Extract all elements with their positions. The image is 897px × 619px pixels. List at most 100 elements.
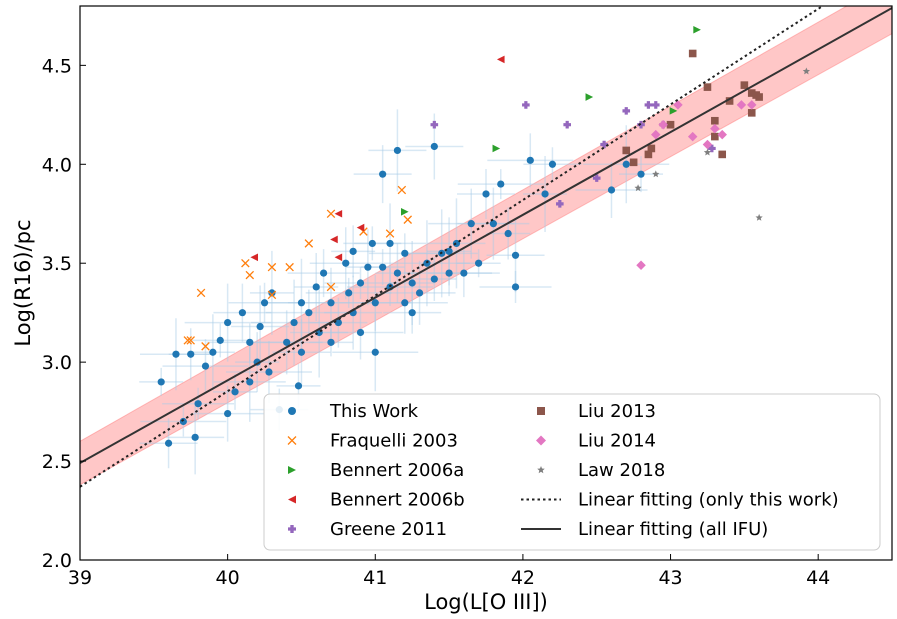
data-point xyxy=(522,101,530,109)
legend: This Work Fraquelli 2003 Bennert 2006a Benn… xyxy=(263,393,881,551)
data-point xyxy=(489,220,497,228)
y-tick-label: 4.0 xyxy=(42,154,72,176)
x-tick-label: 41 xyxy=(363,567,387,589)
data-point xyxy=(482,190,490,198)
x-tick-label: 40 xyxy=(216,567,240,589)
legend-marker xyxy=(537,407,545,415)
data-point xyxy=(312,283,320,291)
data-point xyxy=(368,239,376,248)
data-point xyxy=(379,170,387,178)
data-point xyxy=(164,439,173,447)
data-point xyxy=(294,382,303,390)
data-point xyxy=(393,146,402,155)
data-point xyxy=(401,249,409,257)
data-point xyxy=(430,120,439,129)
data-point xyxy=(622,160,630,168)
x-axis-label: Log(L[O III]) xyxy=(424,590,548,614)
data-point xyxy=(755,213,763,221)
data-point xyxy=(658,119,668,130)
data-point xyxy=(403,215,413,224)
data-point xyxy=(224,409,232,418)
data-point xyxy=(238,309,246,317)
y-axis-label: Log(R16)/pc xyxy=(11,219,35,346)
data-point xyxy=(647,144,656,153)
data-point xyxy=(740,81,749,89)
data-point xyxy=(290,318,298,327)
data-point xyxy=(334,318,342,327)
legend-box xyxy=(263,393,881,551)
data-point xyxy=(231,388,239,396)
data-point xyxy=(415,289,424,297)
data-point xyxy=(246,338,254,346)
data-point xyxy=(511,251,520,259)
legend-label: Linear fitting (all IFU) xyxy=(578,519,768,540)
data-point xyxy=(622,146,631,155)
data-point xyxy=(224,318,232,327)
data-point xyxy=(718,150,727,159)
data-point xyxy=(526,156,534,164)
axes: 39 40 41 42 43 44 2.0 2.5 3.0 3.5 4.0 4.5 xyxy=(42,55,830,589)
data-point xyxy=(297,348,306,356)
data-point xyxy=(736,100,747,110)
data-point xyxy=(651,101,660,109)
data-point xyxy=(408,279,416,287)
data-point xyxy=(209,348,217,356)
data-point xyxy=(710,123,720,134)
data-point xyxy=(267,262,277,272)
data-point xyxy=(186,336,195,345)
legend-label: Greene 2011 xyxy=(330,519,447,540)
data-point xyxy=(356,223,365,232)
data-point xyxy=(430,275,438,283)
data-point xyxy=(688,49,697,58)
fit-line-this-work xyxy=(80,6,824,488)
data-point xyxy=(445,247,453,255)
plot-area xyxy=(80,6,892,488)
legend-label: Liu 2014 xyxy=(578,431,656,452)
data-point xyxy=(326,282,336,292)
data-point xyxy=(629,158,638,167)
data-point xyxy=(268,289,276,297)
data-point xyxy=(541,190,549,198)
data-point xyxy=(305,309,313,317)
confidence-band xyxy=(80,6,892,486)
data-point xyxy=(511,283,520,291)
data-point xyxy=(725,97,734,105)
y-tick-label: 3.5 xyxy=(42,253,72,275)
data-point xyxy=(492,144,501,153)
data-point xyxy=(703,83,712,91)
legend-label: This Work xyxy=(329,401,419,422)
data-point xyxy=(497,180,505,188)
data-point xyxy=(334,253,343,262)
data-point xyxy=(260,299,269,307)
data-point xyxy=(326,209,336,219)
legend-marker xyxy=(536,435,546,446)
data-point xyxy=(330,235,338,244)
data-point xyxy=(702,139,713,150)
data-point xyxy=(666,120,675,129)
plot-frame xyxy=(79,5,893,561)
data-point xyxy=(592,174,601,182)
data-point xyxy=(687,131,698,142)
data-point xyxy=(636,260,646,270)
data-point xyxy=(711,132,719,141)
data-point xyxy=(496,55,505,64)
data-point xyxy=(397,185,407,195)
data-point xyxy=(393,269,402,277)
x-tick-label: 43 xyxy=(658,567,682,589)
x-tick-label: 44 xyxy=(806,567,830,589)
legend-label: Law 2018 xyxy=(578,460,665,481)
data-point xyxy=(548,160,557,168)
data-point xyxy=(460,269,468,277)
data-point xyxy=(250,253,259,262)
data-point xyxy=(334,209,343,218)
data-point xyxy=(585,93,594,101)
data-point xyxy=(364,263,372,271)
y-tick-label: 2.0 xyxy=(42,550,72,572)
data-point xyxy=(755,93,763,101)
data-point xyxy=(644,101,653,109)
legend-marker xyxy=(287,436,297,445)
data-point xyxy=(342,259,350,267)
data-point xyxy=(634,184,642,192)
data-point xyxy=(401,207,409,216)
data-point xyxy=(157,378,165,386)
